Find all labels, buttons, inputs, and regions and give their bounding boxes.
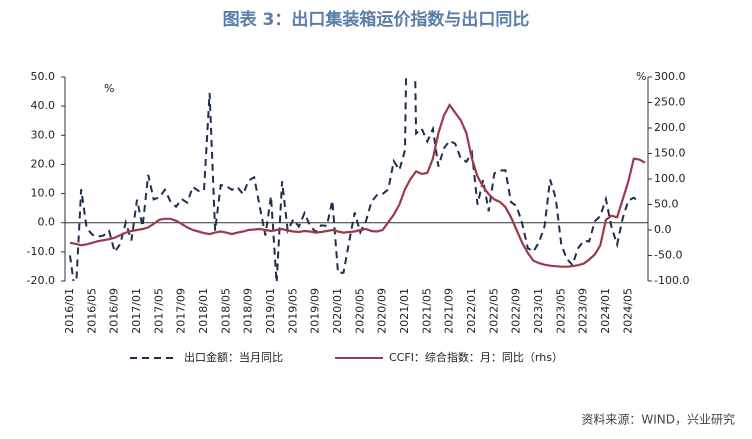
plot-area (69, 77, 646, 281)
y-tick-label: 10.0 (31, 187, 56, 200)
y2-tick-label: 0.0 (654, 223, 672, 236)
y-unit: % (104, 82, 114, 95)
x-tick-label: 2017/09 (175, 288, 188, 334)
y-tick-label: -20.0 (27, 274, 55, 287)
x-tick-label: 2023/09 (577, 288, 590, 334)
x-tick-label: 2022/09 (510, 288, 523, 334)
x-tick-label: 2017/01 (130, 288, 143, 334)
y-tick-label: -10.0 (27, 245, 55, 258)
x-tick-label: 2019/09 (309, 288, 322, 334)
y2-tick-label: 50.0 (654, 198, 679, 211)
y-tick-label: 0.0 (38, 216, 56, 229)
source: 资料来源：WIND，兴业研究 (581, 412, 735, 427)
x-tick-label: 2018/09 (242, 288, 255, 334)
y2-unit: % (636, 70, 646, 83)
x-tick-label: 2017/05 (152, 288, 165, 334)
y-tick-label: 30.0 (31, 128, 56, 141)
x-tick-label: 2020/05 (353, 288, 366, 334)
y2-tick-label: 200.0 (654, 121, 686, 134)
y2-tick-label: 150.0 (654, 147, 686, 160)
x-tick-label: 2020/09 (376, 288, 389, 334)
y2-tick-label: 250.0 (654, 96, 686, 109)
y-tick-label: 50.0 (31, 70, 56, 83)
x-tick-label: 2021/01 (398, 288, 411, 334)
x-tick-label: 2019/05 (286, 288, 299, 334)
y2-tick-label: -100.0 (654, 274, 689, 287)
x-tick-label: 2022/01 (465, 288, 478, 334)
chart-title: 图表 3：出口集装箱运价指数与出口同比 (223, 9, 530, 30)
series-line (69, 102, 646, 268)
x-tick-label: 2024/01 (599, 288, 612, 334)
x-tick-label: 2023/05 (554, 288, 567, 334)
x-tick-label: 2016/05 (85, 288, 98, 334)
x-tick-label: 2019/01 (264, 288, 277, 334)
series-line (69, 77, 641, 281)
x-tick-label: 2023/01 (532, 288, 545, 334)
y-tick-label: 40.0 (31, 99, 56, 112)
x-tick-label: 2021/09 (443, 288, 456, 334)
x-tick-label: 2016/01 (63, 288, 76, 334)
x-tick-label: 2024/05 (621, 288, 634, 334)
x-tick-label: 2018/05 (219, 288, 232, 334)
legend-label: 出口金额：当月同比 (184, 350, 283, 364)
legend-label: CCFI：综合指数：月：同比（rhs） (389, 350, 563, 364)
y2-tick-label: 100.0 (654, 172, 686, 185)
x-tick-label: 2020/01 (331, 288, 344, 334)
y-tick-label: 20.0 (31, 157, 56, 170)
y2-tick-label: 300.0 (654, 70, 686, 83)
x-tick-label: 2022/05 (487, 288, 500, 334)
y2-tick-label: -50.0 (654, 249, 682, 262)
x-tick-label: 2016/09 (108, 288, 121, 334)
x-tick-label: 2018/01 (197, 288, 210, 334)
x-tick-label: 2021/05 (420, 288, 433, 334)
